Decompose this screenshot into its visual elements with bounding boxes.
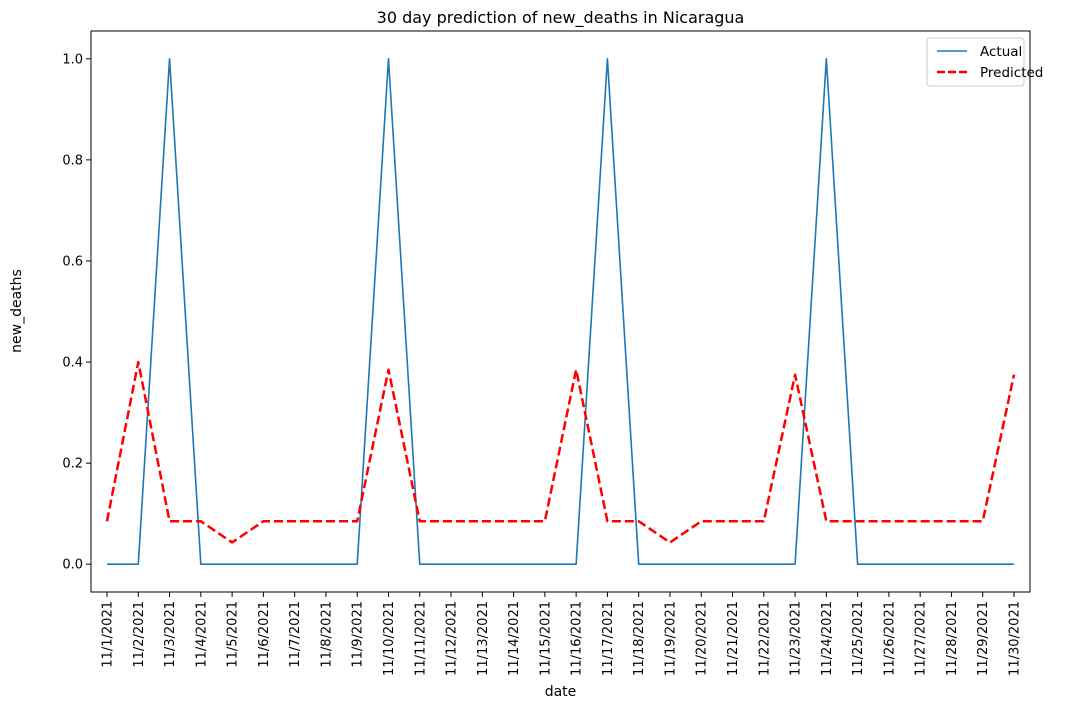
x-tick-label: 11/7/2021 <box>288 601 303 668</box>
x-tick-label: 11/14/2021 <box>507 601 522 676</box>
y-tick-label: 0.2 <box>62 457 83 472</box>
x-tick-label: 11/1/2021 <box>101 601 116 668</box>
y-tick-label: 0.8 <box>62 153 83 168</box>
x-tick-label: 11/10/2021 <box>382 601 397 676</box>
x-tick-label: 11/16/2021 <box>570 601 585 676</box>
legend-box <box>926 37 1025 87</box>
x-axis: 11/1/2021 11/2/2021 11/3/2021 11/4/2021 11/5… <box>101 592 1023 676</box>
series-line-actual <box>107 57 1014 566</box>
x-tick-label: 11/30/2021 <box>1008 601 1023 676</box>
y-tick-label: 0.6 <box>62 254 83 269</box>
y-axis: 0.0 0.2 0.4 0.6 0.8 1.0 <box>62 52 91 573</box>
x-tick-label: 11/6/2021 <box>257 601 272 668</box>
y-axis-label: new_deaths <box>9 269 25 353</box>
plot-area <box>105 57 1016 566</box>
x-tick-label: 11/21/2021 <box>726 601 741 676</box>
x-tick-label: 11/22/2021 <box>757 601 772 676</box>
x-tick-label: 11/23/2021 <box>789 601 804 676</box>
y-tick-label: 1.0 <box>62 52 83 67</box>
x-tick-label: 11/17/2021 <box>601 601 616 676</box>
x-tick-label: 11/11/2021 <box>413 601 428 676</box>
legend-label-predicted: Predicted <box>980 65 1043 81</box>
chart-title: 30 day prediction of new_deaths in Nicar… <box>377 8 745 28</box>
x-tick-label: 11/24/2021 <box>820 601 835 676</box>
legend-label-actual: Actual <box>980 44 1022 60</box>
x-tick-label: 11/25/2021 <box>851 601 866 676</box>
x-tick-label: 11/2/2021 <box>132 601 147 668</box>
x-tick-label: 11/29/2021 <box>976 601 991 676</box>
legend: Actual Predicted <box>926 37 1043 87</box>
y-tick-label: 0.4 <box>62 356 83 371</box>
x-tick-label: 11/26/2021 <box>882 601 897 676</box>
x-axis-label: date <box>545 684 577 700</box>
x-tick-label: 11/13/2021 <box>476 601 491 676</box>
x-tick-label: 11/28/2021 <box>945 601 960 676</box>
x-tick-label: 11/20/2021 <box>695 601 710 676</box>
x-tick-label: 11/18/2021 <box>632 601 647 676</box>
x-tick-label: 11/15/2021 <box>538 601 553 676</box>
x-tick-label: 11/12/2021 <box>445 601 460 676</box>
x-tick-label: 11/9/2021 <box>351 601 366 668</box>
series-line-predicted <box>105 360 1016 544</box>
x-tick-label: 11/4/2021 <box>194 601 209 668</box>
x-tick-label: 11/27/2021 <box>914 601 929 676</box>
x-tick-label: 11/5/2021 <box>226 601 241 668</box>
axes-frame <box>90 30 1031 593</box>
x-tick-label: 11/3/2021 <box>163 601 178 668</box>
y-tick-label: 0.0 <box>62 558 83 573</box>
x-tick-label: 11/8/2021 <box>319 601 334 668</box>
x-tick-label: 11/19/2021 <box>663 601 678 676</box>
